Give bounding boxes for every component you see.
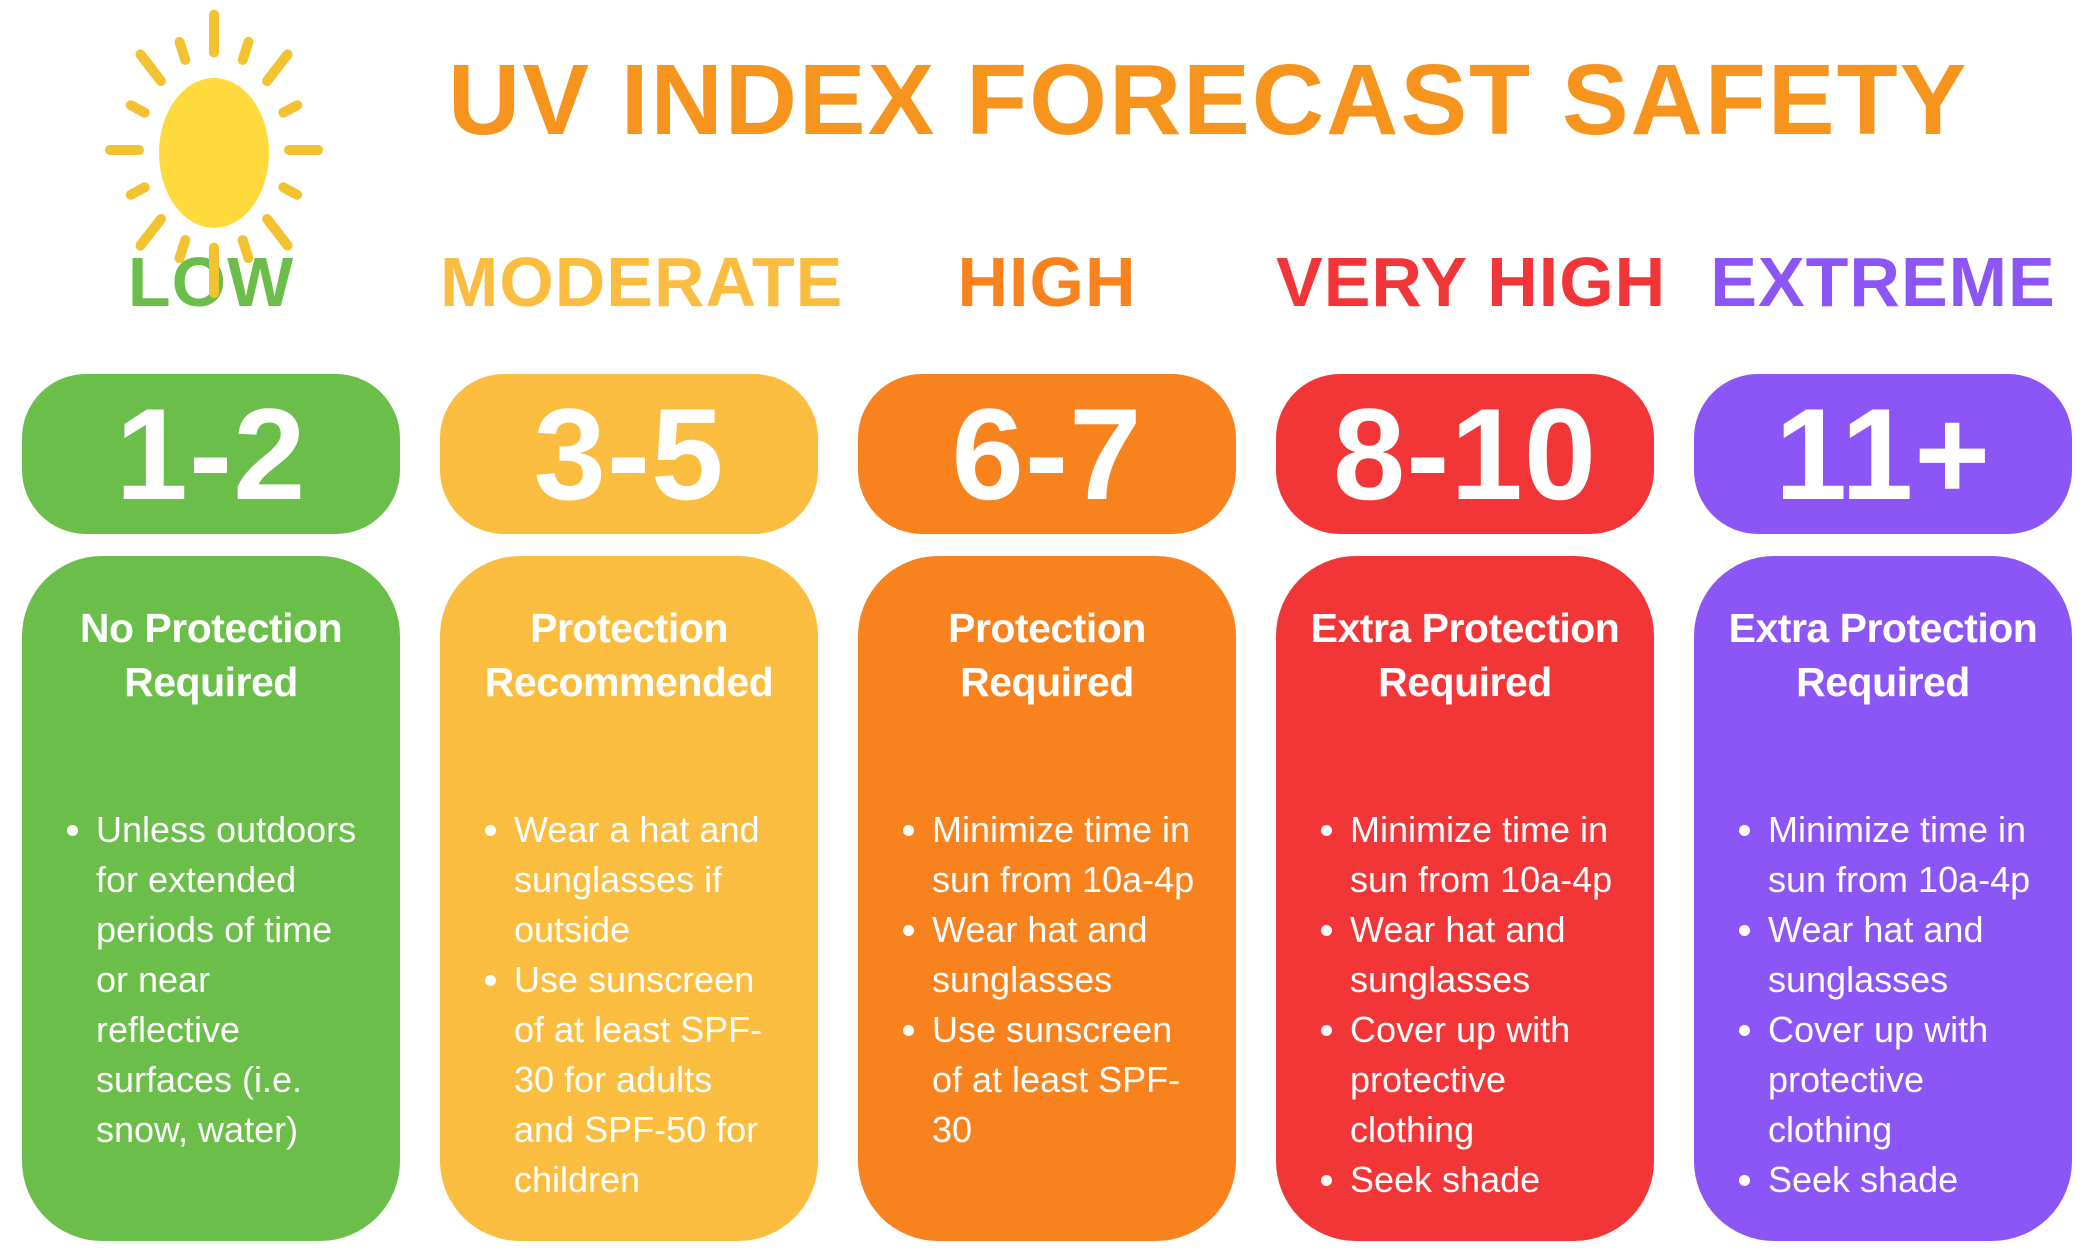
bullet-list: Unless outdoors for extended periods of … xyxy=(58,805,362,1155)
column-label: EXTREME xyxy=(1710,243,2056,321)
bullet-list: Minimize time in sun from 10a-4p Wear ha… xyxy=(1312,805,1616,1205)
card-heading: Protection Required xyxy=(948,605,1146,706)
bullet-item: Seek shade xyxy=(1768,1155,2034,1205)
bullet-item: Minimize time in sun from 10a-4p xyxy=(932,805,1198,905)
card-heading: Protection Recommended xyxy=(484,605,774,706)
advice-card: Extra Protection Required Minimize time … xyxy=(1694,556,2072,1241)
bullet-item: Seek shade xyxy=(1350,1155,1616,1205)
column-label: HIGH xyxy=(957,243,1137,321)
uv-columns: LOW 1-2 No Protection Required Unless ou… xyxy=(0,240,2090,1241)
column-very-high: VERY HIGH 8-10 Extra Protection Required… xyxy=(1276,240,1667,1241)
bullet-item: Cover up with protective clothing xyxy=(1350,1005,1616,1155)
header: UV INDEX FORECAST SAFETY xyxy=(0,0,2090,240)
bullet-list: Wear a hat and sunglasses if outside Use… xyxy=(476,805,780,1205)
uv-range-pill: 3-5 xyxy=(440,374,818,534)
card-heading: No Protection Required xyxy=(79,605,343,706)
bullet-item: Use sunscreen of at least SPF-30 for adu… xyxy=(514,955,780,1205)
page-title: UV INDEX FORECAST SAFETY xyxy=(448,44,1969,156)
advice-card: No Protection Required Unless outdoors f… xyxy=(22,556,400,1241)
bullet-item: Wear hat and sunglasses xyxy=(1768,905,2034,1005)
column-label: VERY HIGH xyxy=(1276,243,1667,321)
column-label: MODERATE xyxy=(440,243,844,321)
bullet-item: Cover up with protective clothing xyxy=(1768,1005,2034,1155)
bullet-item: Minimize time in sun from 10a-4p xyxy=(1768,805,2034,905)
bullet-item: Wear hat and sunglasses xyxy=(1350,905,1616,1005)
uv-range-pill: 6-7 xyxy=(858,374,1236,534)
bullet-list: Minimize time in sun from 10a-4p Wear ha… xyxy=(1730,805,2034,1205)
column-high: HIGH 6-7 Protection Required Minimize ti… xyxy=(858,240,1236,1241)
bullet-item: Use sunscreen of at least SPF-30 xyxy=(932,1005,1198,1155)
card-heading: Extra Protection Required xyxy=(1728,605,2038,706)
column-extreme: EXTREME 11+ Extra Protection Required Mi… xyxy=(1694,240,2072,1241)
uv-range-pill: 11+ xyxy=(1694,374,2072,534)
bullet-list: Minimize time in sun from 10a-4p Wear ha… xyxy=(894,805,1198,1155)
bullet-item: Unless outdoors for extended periods of … xyxy=(96,805,362,1155)
advice-card: Extra Protection Required Minimize time … xyxy=(1276,556,1654,1241)
uv-range-pill: 8-10 xyxy=(1276,374,1654,534)
advice-card: Protection Recommended Wear a hat and su… xyxy=(440,556,818,1241)
bullet-item: Minimize time in sun from 10a-4p xyxy=(1350,805,1616,905)
column-low: LOW 1-2 No Protection Required Unless ou… xyxy=(22,240,400,1241)
advice-card: Protection Required Minimize time in sun… xyxy=(858,556,1236,1241)
bullet-item: Wear hat and sunglasses xyxy=(932,905,1198,1005)
card-heading: Extra Protection Required xyxy=(1310,605,1620,706)
sun-icon xyxy=(84,0,344,300)
column-moderate: MODERATE 3-5 Protection Recommended Wear… xyxy=(440,240,844,1241)
uv-range-pill: 1-2 xyxy=(22,374,400,534)
bullet-item: Wear a hat and sunglasses if outside xyxy=(514,805,780,955)
